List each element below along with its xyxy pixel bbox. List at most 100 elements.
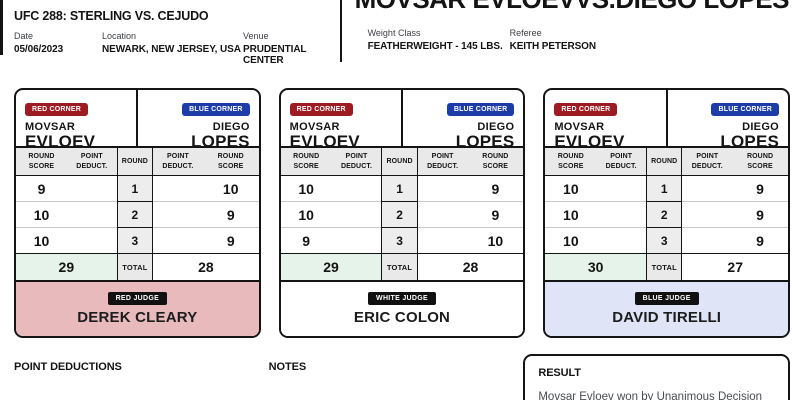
blue-deduct-r1 (417, 176, 468, 202)
blue-score-r3: 9 (202, 228, 259, 254)
blue-score-r2: 9 (732, 202, 788, 228)
scorecards-row: RED CORNER MOVSAR EVLOEV BLUE CORNER DIE… (0, 88, 792, 338)
blue-score-r2: 9 (202, 202, 259, 228)
date-value: 05/06/2023 (14, 44, 64, 55)
header-divider (339, 0, 342, 62)
event-title: UFC 288: STERLING VS. CEJUDO (14, 9, 209, 23)
event-info: UFC 288: STERLING VS. CEJUDO Date 05/06/… (0, 0, 340, 75)
names-divider (665, 90, 668, 146)
red-total: 29 (280, 254, 382, 280)
score-table: ROUND SCORE POINT DEDUCT. ROUND POINT DE… (545, 146, 789, 280)
total-label: TOTAL (116, 254, 154, 280)
result-heading: RESULT (538, 367, 581, 379)
red-score-r2: 10 (280, 202, 332, 228)
red-score-r3: 10 (545, 228, 597, 254)
red-deduct-r2 (596, 202, 647, 228)
red-corner-badge: RED CORNER (289, 103, 353, 116)
red-score-r3: 10 (16, 228, 67, 254)
red-score-r2: 10 (16, 202, 67, 228)
red-score-r3: 9 (280, 228, 332, 254)
col-header-round: ROUND (116, 148, 154, 176)
round-3: 3 (116, 228, 154, 254)
vs-label: VS. (575, 0, 616, 15)
col-header-round: ROUND (646, 148, 683, 176)
score-table: ROUND SCORE POINT DEDUCT. ROUND POINT DE… (16, 146, 259, 280)
red-corner-badge: RED CORNER (554, 103, 618, 116)
page-edge-mark (0, 0, 3, 55)
blue-deduct-r1 (153, 176, 203, 202)
red-deduct-r1 (331, 176, 382, 202)
judge-badge: WHITE JUDGE (368, 292, 436, 305)
red-score-r1: 10 (280, 176, 332, 202)
round-3: 3 (381, 228, 418, 254)
blue-deduct-r1 (682, 176, 733, 202)
matchup-info: MOVSAR EVLOEV VS. DIEGO LOPES Weight Cla… (342, 0, 792, 75)
blue-deduct-r2 (682, 202, 733, 228)
col-header-red-deduct: POINT DEDUCT. (66, 148, 117, 176)
round-2: 2 (646, 202, 683, 228)
blue-total: 27 (682, 254, 788, 280)
red-deduct-r2 (331, 202, 382, 228)
total-label: TOTAL (381, 254, 418, 280)
blue-score-r3: 10 (467, 228, 524, 254)
col-header-red-score: ROUND SCORE (545, 148, 597, 176)
col-header-blue-deduct: POINT DEDUCT. (153, 148, 203, 176)
location-value: NEWARK, NEW JERSEY, USA (102, 44, 241, 55)
event-venue-field: Venue PRUDENTIAL CENTER (243, 31, 340, 66)
red-score-r2: 10 (545, 202, 597, 228)
header: UFC 288: STERLING VS. CEJUDO Date 05/06/… (0, 0, 792, 75)
names-divider (401, 90, 404, 146)
referee-field: Referee KEITH PETERSON (510, 28, 789, 52)
red-fighter-first: MOVSAR (25, 121, 76, 133)
blue-deduct-r2 (417, 202, 468, 228)
col-header-blue-score: ROUND SCORE (202, 148, 259, 176)
red-total: 30 (545, 254, 647, 280)
blue-total: 28 (153, 254, 259, 280)
judge-badge: BLUE JUDGE (634, 292, 699, 305)
red-corner-badge: RED CORNER (25, 103, 89, 116)
blue-deduct-r3 (682, 228, 733, 254)
blue-corner-badge: BLUE CORNER (711, 103, 780, 116)
red-deduct-r3 (66, 228, 117, 254)
scorecard-blue-judge: RED CORNER MOVSAR EVLOEV BLUE CORNER DIE… (543, 88, 791, 338)
judge-name: ERIC COLON (353, 308, 451, 326)
score-table: ROUND SCORE POINT DEDUCT. ROUND POINT DE… (280, 146, 524, 280)
red-score-r1: 9 (16, 176, 67, 202)
venue-label: Venue (243, 31, 269, 41)
judge-footer: BLUE JUDGE DAVID TIRELLI (545, 280, 789, 336)
col-header-blue-deduct: POINT DEDUCT. (417, 148, 468, 176)
col-header-blue-score: ROUND SCORE (732, 148, 788, 176)
weight-class-field: Weight Class FEATHERWEIGHT - 145 LBS. (368, 28, 510, 52)
red-deduct-r1 (66, 176, 117, 202)
judge-name: DAVID TIRELLI (612, 308, 722, 326)
referee-label: Referee (509, 28, 542, 38)
col-header-round: ROUND (381, 148, 418, 176)
blue-fighter-name: DIEGO LOPES (615, 0, 789, 15)
red-fighter-first: MOVSAR (289, 121, 340, 133)
blue-fighter-first: DIEGO (742, 121, 780, 133)
blue-fighter-first: DIEGO (477, 121, 515, 133)
round-2: 2 (116, 202, 154, 228)
venue-value: PRUDENTIAL CENTER (243, 44, 307, 66)
red-fighter-first: MOVSAR (554, 121, 605, 133)
red-deduct-r2 (66, 202, 117, 228)
round-1: 1 (381, 176, 418, 202)
judge-footer: RED JUDGE DEREK CLEARY (16, 280, 259, 336)
result-box: RESULT Movsar Evloev won by Unanimous De… (523, 354, 791, 400)
col-header-red-score: ROUND SCORE (280, 148, 332, 176)
round-1: 1 (646, 176, 683, 202)
scorecard-red-judge: RED CORNER MOVSAR EVLOEV BLUE CORNER DIE… (14, 88, 261, 338)
matchup-title: MOVSAR EVLOEV VS. DIEGO LOPES (355, 0, 790, 15)
col-header-blue-score: ROUND SCORE (467, 148, 524, 176)
blue-score-r3: 9 (732, 228, 788, 254)
round-3: 3 (646, 228, 683, 254)
blue-fighter-first: DIEGO (212, 121, 250, 133)
round-1: 1 (116, 176, 154, 202)
blue-score-r1: 10 (202, 176, 259, 202)
blue-total: 28 (417, 254, 524, 280)
red-deduct-r3 (596, 228, 647, 254)
judge-badge: RED JUDGE (107, 292, 168, 305)
blue-corner-badge: BLUE CORNER (446, 103, 515, 116)
red-total: 29 (16, 254, 117, 280)
